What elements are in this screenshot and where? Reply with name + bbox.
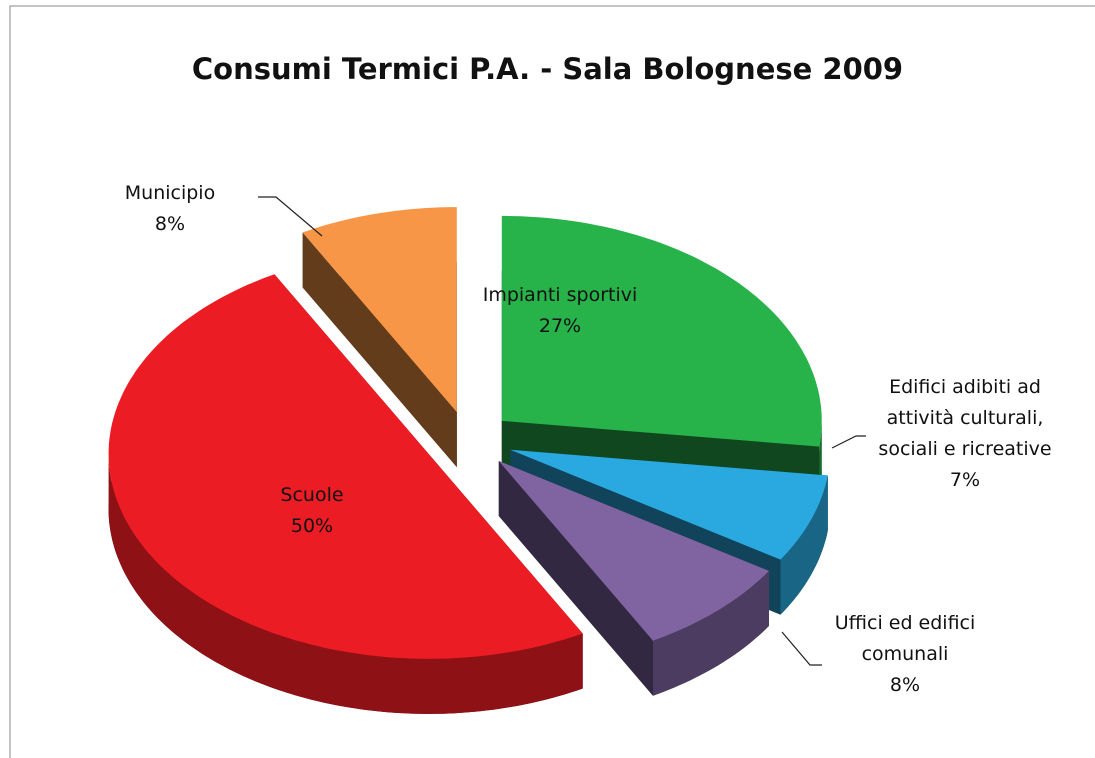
category-label: Edifici adibiti ad attività culturali, s… (878, 376, 1052, 460)
category-label: Scuole (280, 484, 344, 506)
leader-line (831, 435, 866, 449)
slice (302, 207, 457, 413)
slice-wall (498, 461, 653, 696)
data-label: Impianti sportivi 27% (460, 280, 660, 342)
slice (108, 274, 583, 659)
slice (302, 207, 457, 468)
category-label: Uffici ed edifici comunali (834, 612, 976, 665)
slice (501, 215, 822, 502)
data-label: Municipio 8% (90, 178, 250, 240)
category-label: Municipio (124, 182, 216, 204)
leader-line (781, 631, 822, 666)
slice-side (108, 453, 583, 714)
percent-label: 27% (538, 315, 582, 337)
chart-title: Consumi Termici P.A. - Sala Bolognese 20… (191, 52, 904, 86)
percent-label: 8% (154, 213, 186, 235)
slice (498, 461, 769, 641)
chart-border (9, 5, 1095, 758)
slice (501, 215, 822, 447)
slice-side (780, 475, 828, 615)
leader-line (258, 196, 323, 237)
category-label: Impianti sportivi (482, 284, 638, 306)
percent-label: 8% (889, 674, 921, 696)
data-label: Uffici ed edifici comunali 8% (805, 608, 1005, 701)
slice-side (653, 570, 769, 696)
percent-label: 50% (290, 515, 334, 537)
slice (108, 274, 583, 714)
slice (510, 449, 828, 560)
data-label: Scuole 50% (232, 480, 392, 542)
data-label: Edifici adibiti ad attività culturali, s… (860, 372, 1070, 496)
percent-label: 7% (949, 469, 981, 491)
slice-wall (302, 232, 457, 468)
slice (498, 461, 769, 696)
